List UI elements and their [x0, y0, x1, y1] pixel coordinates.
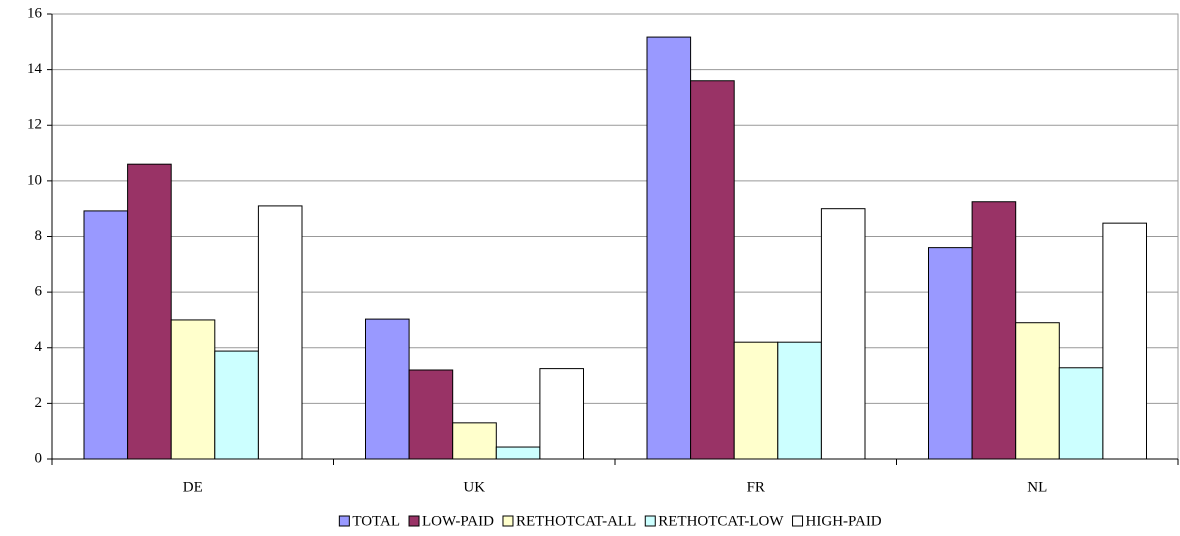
- y-tick-label: 14: [27, 61, 43, 77]
- x-tick-label: NL: [1027, 479, 1047, 495]
- bar: [539, 368, 585, 460]
- bar: [127, 163, 172, 460]
- y-tick-label: 8: [35, 228, 43, 244]
- bar: [1058, 367, 1104, 460]
- x-tick-label: FR: [747, 479, 765, 495]
- legend-swatch: [792, 515, 804, 527]
- y-tick-label: 0: [35, 450, 43, 466]
- bar: [971, 201, 1017, 460]
- legend-swatch: [644, 515, 656, 527]
- bar: [214, 350, 259, 460]
- legend-swatch: [338, 515, 350, 527]
- y-tick-label: 10: [27, 172, 42, 188]
- bar: [408, 369, 454, 460]
- bar: [646, 36, 692, 460]
- x-tick-label: UK: [463, 479, 485, 495]
- legend-swatch: [502, 515, 514, 527]
- bar: [365, 318, 410, 460]
- legend-swatch: [408, 515, 420, 527]
- bar: [1015, 322, 1060, 460]
- bar: [733, 341, 779, 460]
- bar: [170, 319, 216, 460]
- bar: [1102, 222, 1148, 460]
- bar: [495, 446, 541, 460]
- legend-label: TOTAL: [352, 513, 400, 529]
- y-tick-label: 2: [35, 395, 43, 411]
- bar: [928, 247, 973, 460]
- y-tick-label: 16: [27, 5, 43, 21]
- y-tick-label: 12: [27, 117, 42, 133]
- bar: [257, 205, 303, 460]
- legend-label: RETHOTCAT-LOW: [658, 513, 784, 529]
- legend-label: HIGH-PAID: [806, 513, 882, 529]
- bar: [820, 208, 866, 460]
- y-tick-label: 4: [35, 339, 43, 355]
- legend-label: LOW-PAID: [422, 513, 494, 529]
- x-tick-label: DE: [183, 479, 203, 495]
- bar: [777, 341, 822, 460]
- y-tick-label: 6: [35, 284, 43, 300]
- legend-label: RETHOTCAT-ALL: [516, 513, 636, 529]
- bar: [690, 80, 735, 460]
- bar: [452, 422, 497, 460]
- bar: [83, 210, 129, 460]
